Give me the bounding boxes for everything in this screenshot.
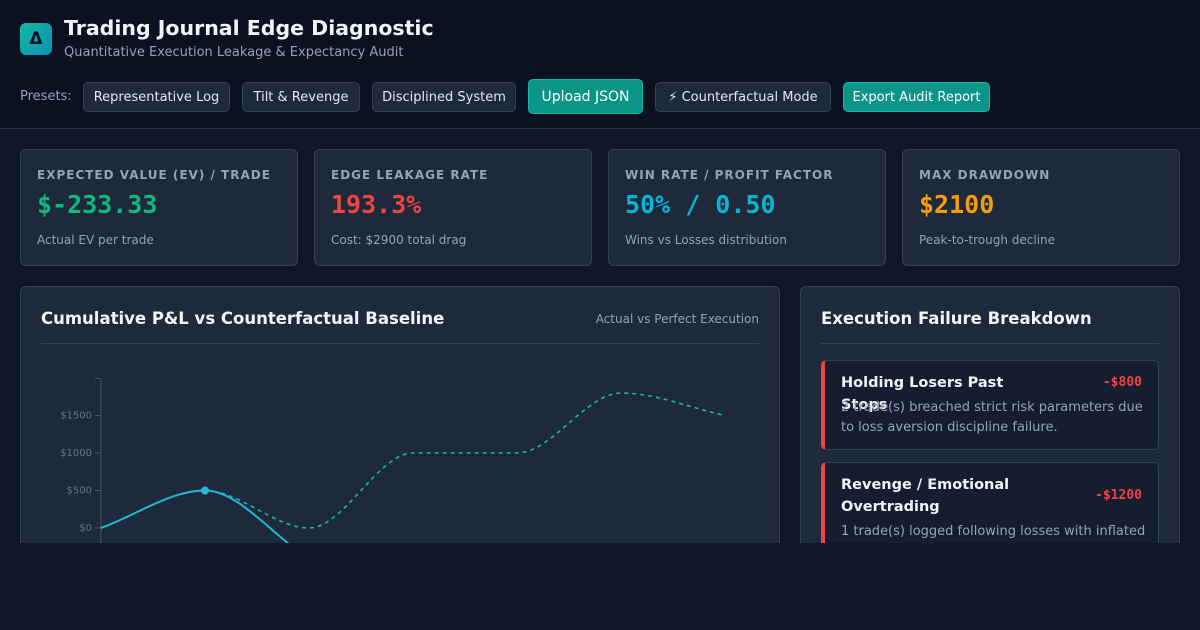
- chart: $0 $500 $1000 $1500: [60, 378, 726, 543]
- metric-label: EDGE LEAKAGE RATE: [331, 168, 489, 182]
- metric-label: EXPECTED VALUE (EV) / TRADE: [37, 168, 271, 182]
- failure-item: Revenge / Emotional Overtrading -$1200 1…: [821, 462, 1159, 543]
- metric-label: WIN RATE / PROFIT FACTOR: [625, 168, 834, 182]
- presets-label: Presets:: [20, 89, 72, 104]
- metric-card: EDGE LEAKAGE RATE 193.3% Cost: $2900 total…: [314, 149, 592, 266]
- failure-description: 1 trade(s) logged following losses with …: [841, 524, 1146, 539]
- header: Δ Trading Journal Edge Diagnostic Quanti…: [0, 0, 1200, 129]
- line: [100, 489, 290, 543]
- divider: [41, 343, 759, 344]
- metric-caption: Cost: $2900 total drag: [331, 233, 467, 247]
- metric-label: MAX DRAWDOWN: [919, 168, 1051, 182]
- export-button[interactable]: Export Audit Report: [843, 82, 990, 112]
- failure-item: Holding Losers Past Stops -$800 2 trade(…: [821, 360, 1159, 450]
- metric-caption: Wins vs Losses distribution: [625, 233, 787, 247]
- metric-card: WIN RATE / PROFIT FACTOR 50% / 0.50 Wins v…: [608, 149, 886, 266]
- metric-card: MAX DRAWDOWN $2100 Peak-to-trough decline: [902, 149, 1180, 266]
- metric-caption: Actual EV per trade: [37, 233, 154, 247]
- app-subtitle: Quantitative Execution Leakage & Expecta…: [64, 45, 404, 60]
- y-tick-label: $1500: [60, 411, 92, 422]
- chart-title: Cumulative P&L vs Counterfactual Baselin…: [41, 309, 445, 328]
- preset-button[interactable]: Disciplined System: [372, 82, 516, 112]
- y-tick-label: $500: [67, 486, 92, 497]
- y-tick-label: $1000: [60, 448, 92, 459]
- breakdown-panel: Execution Failure Breakdown Holding Lose…: [800, 286, 1180, 543]
- metric-value: 193.3%: [331, 190, 422, 219]
- failure-description: 2 trade(s) breached strict risk paramete…: [841, 400, 1143, 435]
- metric-value: $-233.33: [37, 190, 158, 219]
- line: [100, 392, 726, 529]
- failure-title: Holding Losers Past Stops: [841, 375, 1004, 413]
- failure-amount: -$1200: [1095, 488, 1142, 503]
- counterfactual-button[interactable]: ⚡ Counterfactual Mode: [655, 82, 831, 112]
- logo: Δ: [20, 23, 52, 55]
- highlight-point: [201, 486, 209, 495]
- metric-value: $2100: [919, 190, 995, 219]
- metric-card: EXPECTED VALUE (EV) / TRADE $-233.33 Actua…: [20, 149, 298, 266]
- preset-button[interactable]: Tilt & Revenge: [242, 82, 360, 112]
- divider: [821, 343, 1159, 344]
- failure-amount: -$800: [1102, 375, 1142, 390]
- metric-value: 50% / 0.50: [625, 190, 776, 219]
- failure-title: Revenge / Emotional Overtrading: [841, 477, 1010, 515]
- breakdown-title: Execution Failure Breakdown: [821, 309, 1092, 328]
- chart-panel: Cumulative P&L vs Counterfactual Baselin…: [20, 286, 780, 543]
- upload-button[interactable]: Upload JSON: [528, 79, 643, 114]
- metric-caption: Peak-to-trough decline: [919, 233, 1056, 247]
- content: EXPECTED VALUE (EV) / TRADE $-233.33 Actua…: [0, 129, 1200, 543]
- preset-button[interactable]: Representative Log: [83, 82, 230, 112]
- chart-subtitle: Actual vs Perfect Execution: [595, 312, 759, 326]
- y-tick-label: $0: [79, 523, 92, 534]
- app-title: Trading Journal Edge Diagnostic: [64, 16, 434, 40]
